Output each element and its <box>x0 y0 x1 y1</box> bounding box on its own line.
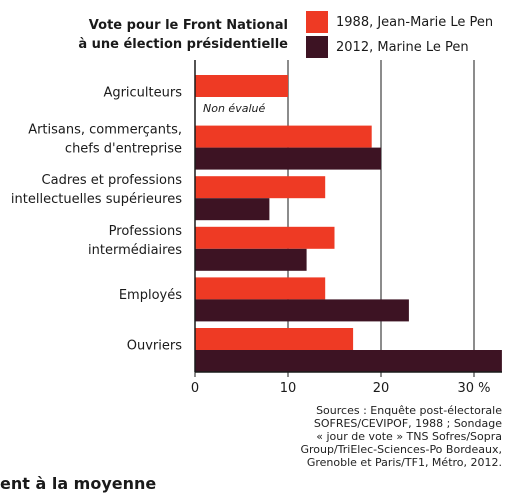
chart-title: Vote pour le Front National à une électi… <box>40 16 288 54</box>
category-label: intermédiaires <box>88 243 182 258</box>
category-label: Employés <box>119 288 182 303</box>
category-label: chefs d'entreprise <box>65 142 182 157</box>
category-label: Ouvriers <box>127 339 182 354</box>
bar-2012 <box>195 350 502 372</box>
sources-line: Group/TriElec-Sciences-Po Bordeaux, <box>300 443 502 456</box>
bar-1988 <box>195 328 354 350</box>
category-label: Professions <box>109 224 183 239</box>
sources-line: Sources : Enquête post-électorale <box>316 404 502 417</box>
section-heading-cut: ent à la moyenne <box>0 474 157 493</box>
legend-label-1988: 1988, Jean-Marie Le Pen <box>336 14 494 30</box>
legend-item-1988: 1988, Jean-Marie Le Pen <box>306 11 493 33</box>
legend-item-2012: 2012, Marine Le Pen <box>306 36 469 58</box>
sources-line: « jour de vote » TNS Sofres/Sopra <box>316 430 502 443</box>
legend-swatch-1988 <box>306 11 328 33</box>
category-label: Cadres et professions <box>42 173 183 188</box>
bar-1988 <box>195 75 288 97</box>
bar-2012 <box>195 147 381 170</box>
chart-title-line2: à une élection présidentielle <box>78 37 288 52</box>
bar-2012 <box>195 248 307 271</box>
x-tick-label: 10 <box>280 381 297 396</box>
bar-1988 <box>195 176 326 199</box>
bar-2012 <box>195 198 270 221</box>
legend-label-2012: 2012, Marine Le Pen <box>336 39 469 55</box>
x-tick-label: 30 % <box>457 381 490 396</box>
bar-1988 <box>195 226 335 249</box>
bar-1988 <box>195 277 326 300</box>
legend-swatch-2012 <box>306 36 328 58</box>
x-tick-label: 20 <box>373 381 390 396</box>
sources-note: Sources : Enquête post-électorale SOFRES… <box>200 404 502 469</box>
category-label: Agriculteurs <box>103 86 182 101</box>
sources-line: Grenoble et Paris/TF1, Métro, 2012. <box>306 456 502 469</box>
annotation-not-evaluated: Non évalué <box>203 102 265 115</box>
category-label: intellectuelles supérieures <box>11 192 182 207</box>
chart-title-line1: Vote pour le Front National <box>88 18 288 33</box>
sources-line: SOFRES/CEVIPOF, 1988 ; Sondage <box>313 417 502 430</box>
x-tick-label: 0 <box>191 381 199 396</box>
bar-2012 <box>195 299 409 322</box>
category-label: Artisans, commerçants, <box>28 123 182 138</box>
bar-1988 <box>195 125 372 148</box>
